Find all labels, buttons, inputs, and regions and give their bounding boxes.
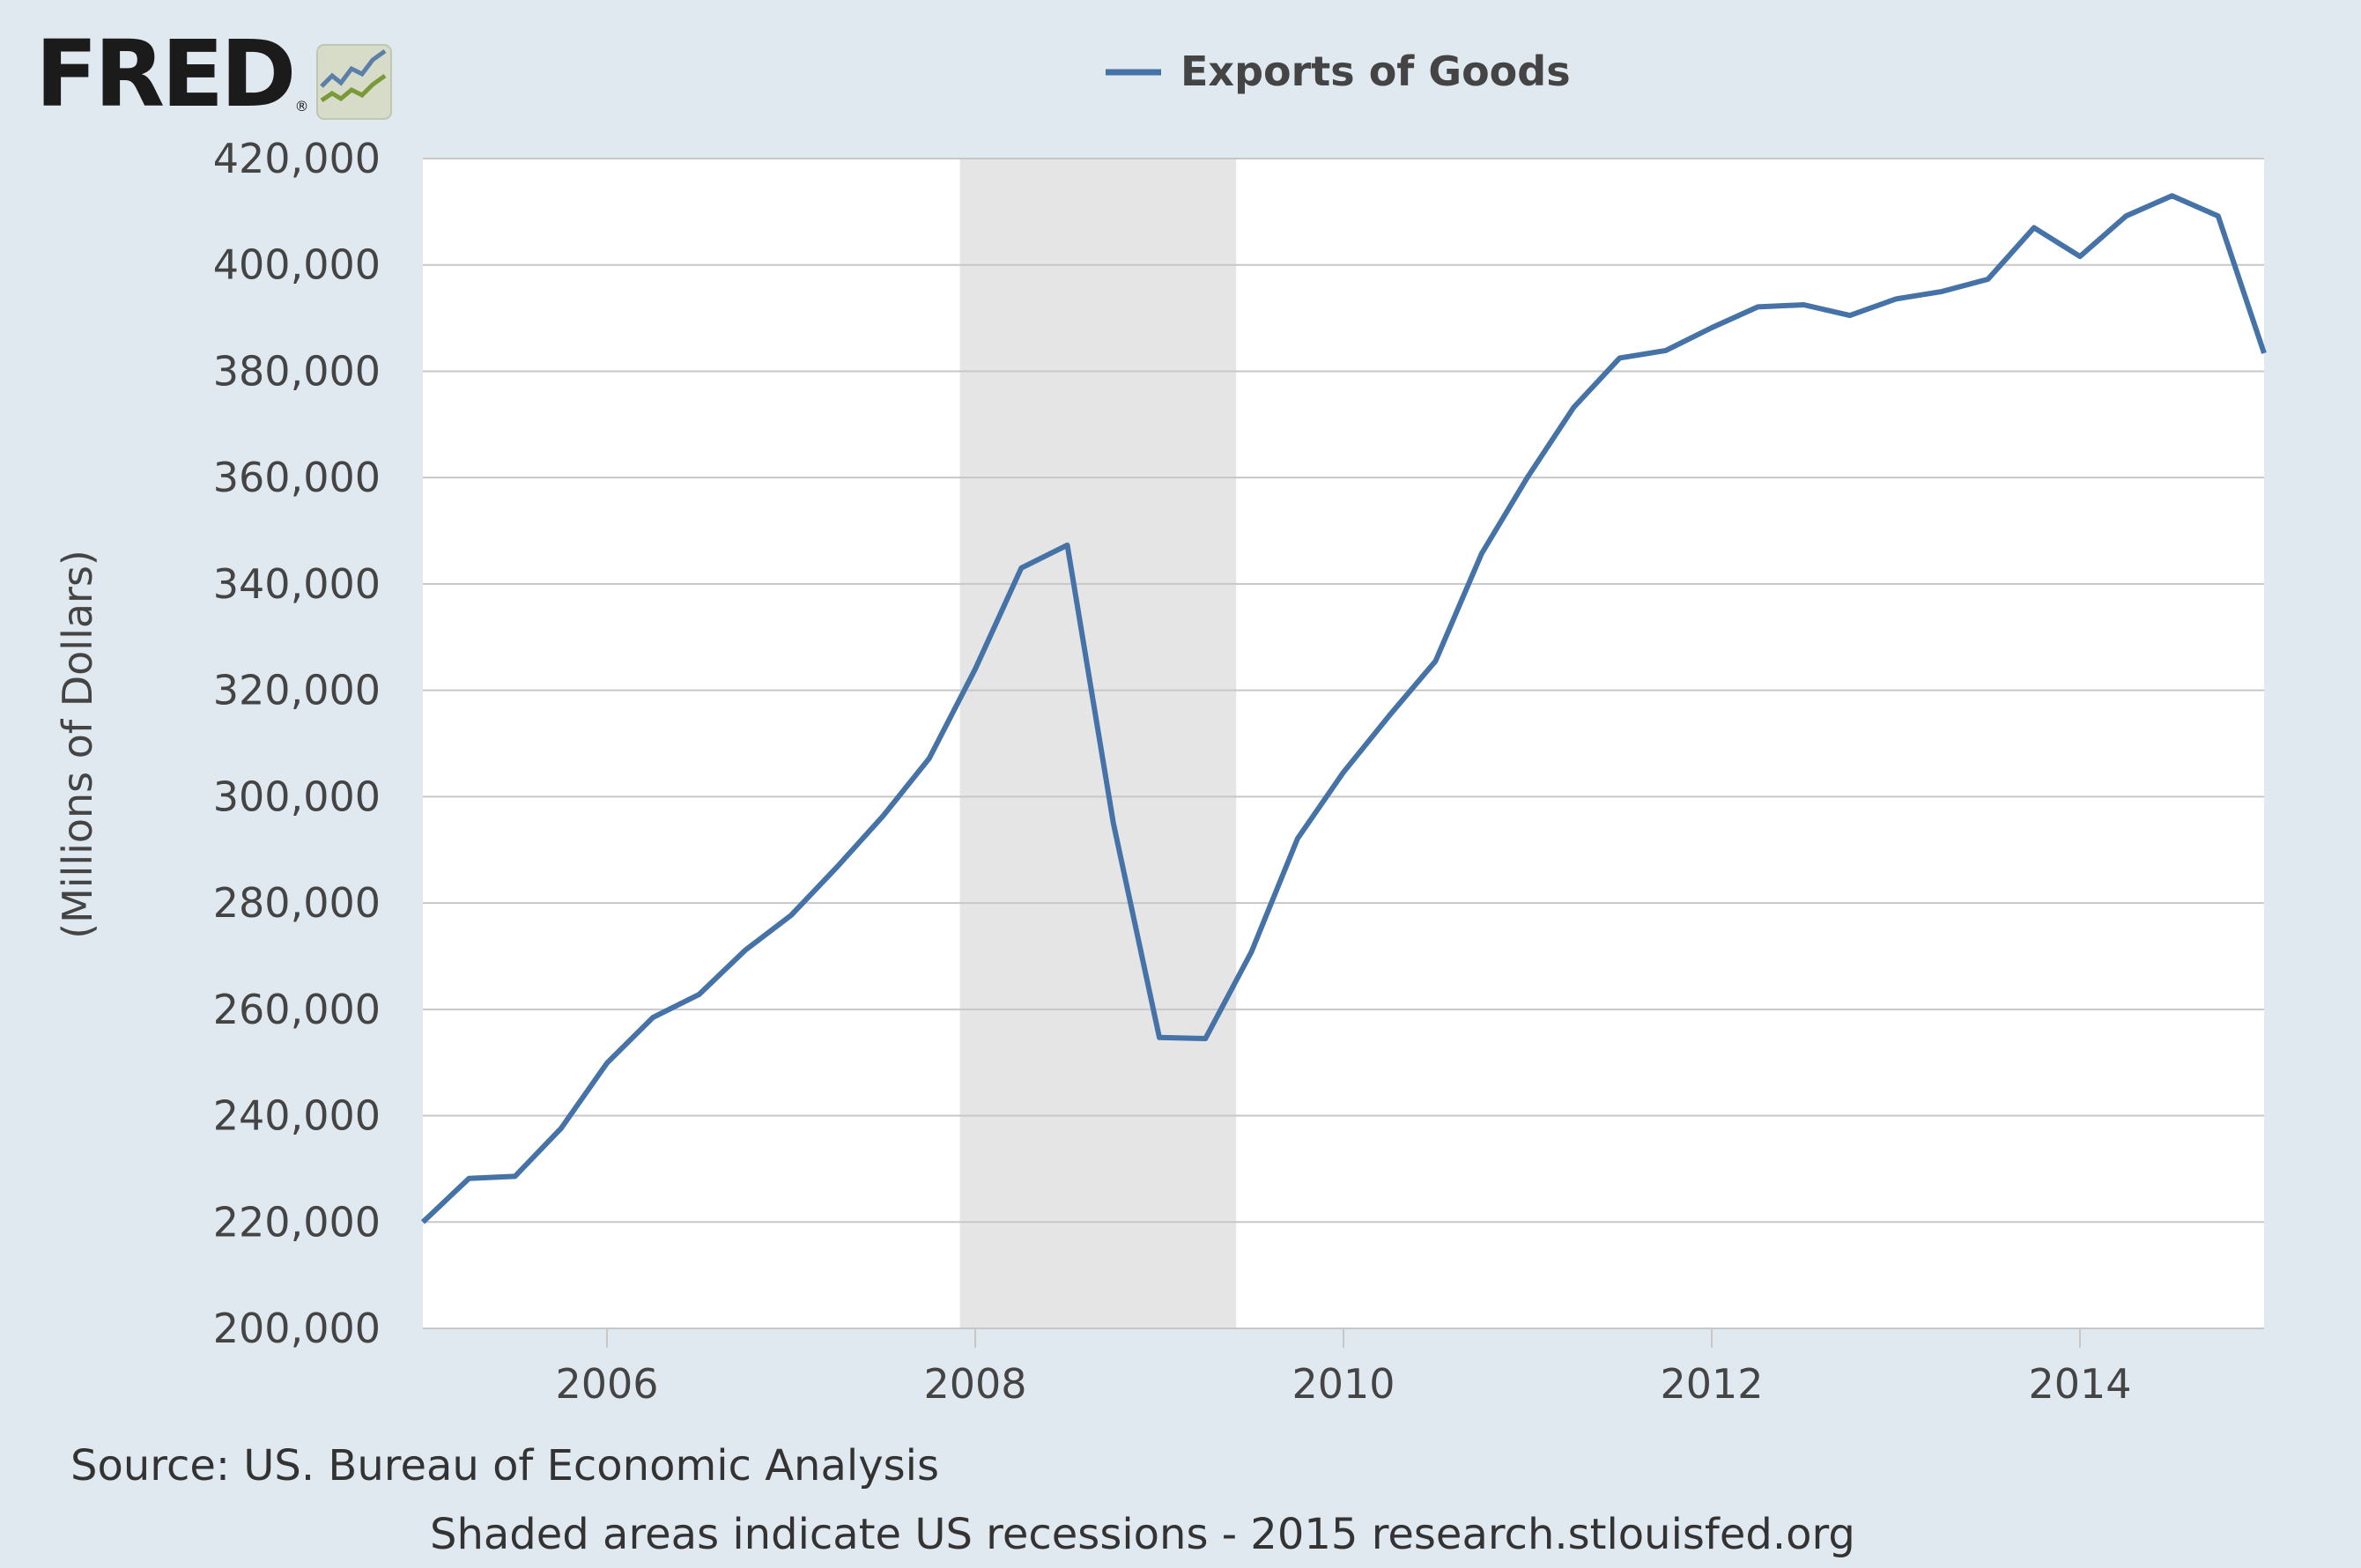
y-tick-label: 220,000 (213, 1198, 381, 1246)
x-axis-ticks: 2006 2008 2010 2012 2014 (555, 1328, 2132, 1408)
y-tick-label: 200,000 (213, 1305, 381, 1352)
y-tick-label: 280,000 (213, 879, 381, 927)
plot-background (423, 159, 2264, 1328)
recession-note: Shaded areas indicate US recessions - 20… (430, 1510, 1855, 1559)
y-tick-label: 400,000 (213, 241, 381, 289)
source-note: Source: US. Bureau of Economic Analysis (70, 1441, 939, 1490)
y-tick-label: 320,000 (213, 667, 381, 714)
x-tick-label: 2014 (2028, 1360, 2131, 1408)
series-points (422, 196, 2265, 1223)
x-tick-label: 2012 (1660, 1360, 1763, 1408)
y-tick-label: 420,000 (213, 135, 381, 182)
y-tick-label: 240,000 (213, 1092, 381, 1140)
fred-logo: FRED ® (35, 28, 392, 120)
x-tick-label: 2010 (1292, 1360, 1395, 1408)
fred-logo-chart-icon (315, 44, 392, 120)
y-tick-label: 340,000 (213, 560, 381, 608)
gridlines (423, 158, 2264, 1224)
y-axis-ticks: 200,000 220,000 240,000 260,000 280,000 300,0… (213, 135, 381, 1352)
y-tick-label: 300,000 (213, 773, 381, 820)
legend: Exports of Goods (1106, 48, 1571, 95)
y-tick-label: 380,000 (213, 347, 381, 395)
legend-label: Exports of Goods (1180, 48, 1571, 95)
y-axis-label: (Millions of Dollars) (54, 550, 101, 939)
y-tick-label: 260,000 (213, 986, 381, 1033)
x-tick-label: 2008 (923, 1360, 1026, 1408)
registered-mark: ® (294, 98, 309, 115)
fred-logo-text: FRED (35, 20, 296, 128)
x-tick-label: 2006 (555, 1360, 658, 1408)
y-tick-label: 360,000 (213, 454, 381, 501)
